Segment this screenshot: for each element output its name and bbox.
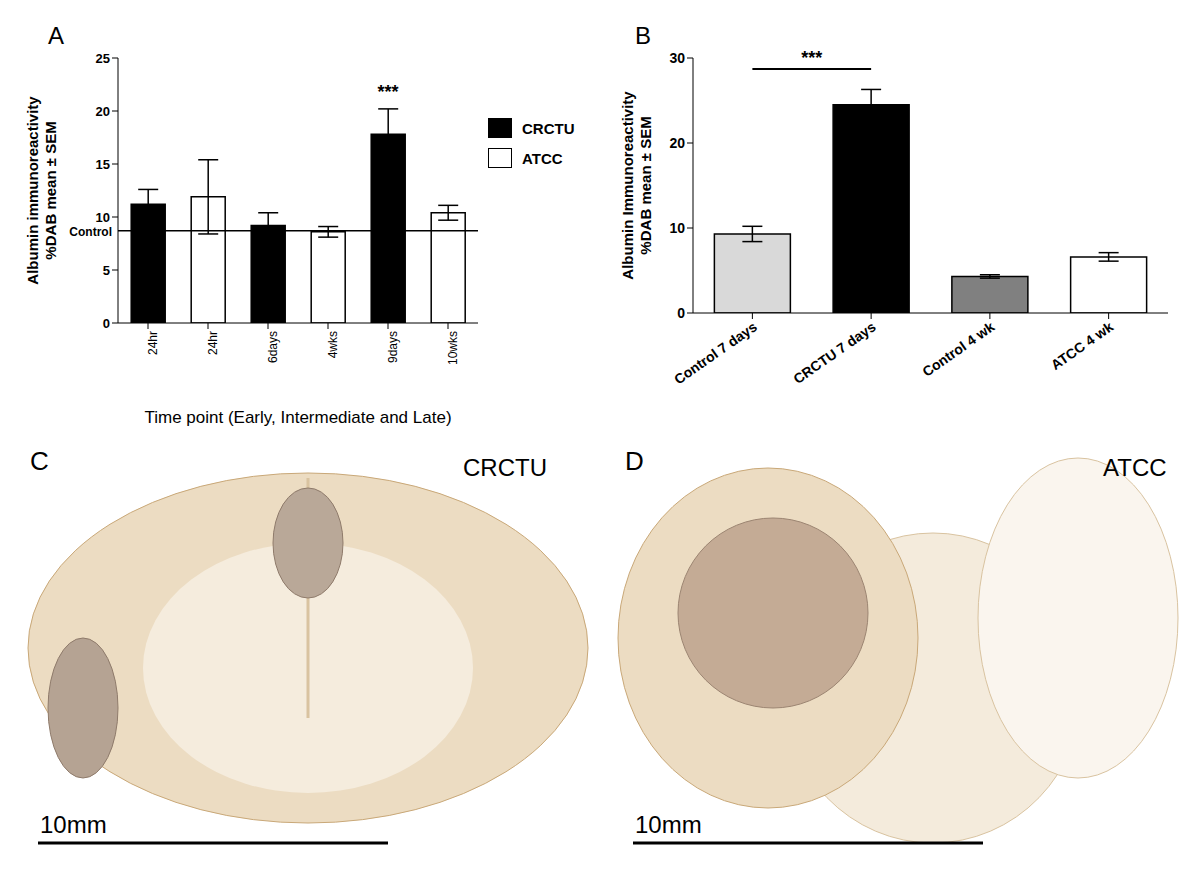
svg-text:%DAB mean ± SEM: %DAB mean ± SEM	[42, 121, 59, 259]
html-text:B: B	[635, 22, 651, 49]
svg-text:Control 7 days: Control 7 days	[671, 318, 760, 387]
svg-text:4wks: 4wks	[326, 331, 340, 358]
svg-text:%DAB mean ± SEM: %DAB mean ± SEM	[637, 116, 654, 254]
svg-text:10: 10	[669, 220, 685, 236]
html-text:ATCC: ATCC	[522, 149, 563, 167]
svg-text:24hr: 24hr	[146, 331, 160, 355]
svg-text:10mm: 10mm	[40, 811, 107, 838]
svg-text:Control 4 wk: Control 4 wk	[919, 318, 997, 379]
svg-text:20: 20	[96, 104, 110, 119]
svg-text:10mm: 10mm	[635, 811, 702, 838]
svg-text:***: ***	[801, 48, 822, 68]
svg-text:***: ***	[377, 82, 398, 102]
svg-text:9days: 9days	[386, 331, 400, 363]
svg-text:25: 25	[96, 51, 110, 66]
svg-text:5: 5	[103, 263, 110, 278]
html-text:A: A	[48, 22, 64, 49]
svg-text:CRCTU 7 days: CRCTU 7 days	[790, 318, 878, 387]
svg-text:0: 0	[103, 316, 110, 331]
svg-text:20: 20	[669, 135, 685, 151]
svg-text:ATCC 4 wk: ATCC 4 wk	[1048, 318, 1116, 373]
svg-text:10: 10	[96, 210, 110, 225]
svg-text:D: D	[625, 446, 644, 476]
svg-text:CRCTU: CRCTU	[463, 454, 547, 481]
svg-text:Albumin immunoreactivity: Albumin immunoreactivity	[24, 96, 41, 285]
html-text:CRCTU: CRCTU	[522, 119, 575, 137]
svg-text:6days: 6days	[266, 331, 280, 363]
svg-text:30: 30	[669, 50, 685, 66]
svg-text:ATCC: ATCC	[1103, 454, 1167, 481]
svg-text:0: 0	[677, 305, 685, 321]
svg-text:Control: Control	[69, 225, 112, 239]
svg-text:Albumin Immunoreactivity: Albumin Immunoreactivity	[619, 91, 636, 280]
svg-text:15: 15	[96, 157, 110, 172]
svg-text:Time point (Early, Intermediat: Time point (Early, Intermediate and Late…	[144, 408, 451, 427]
svg-text:C: C	[30, 446, 49, 476]
svg-text:10wks: 10wks	[446, 331, 460, 365]
svg-text:24hr: 24hr	[206, 331, 220, 355]
